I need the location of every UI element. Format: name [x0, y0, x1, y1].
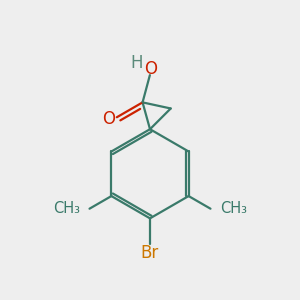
Text: CH₃: CH₃: [53, 201, 80, 216]
Text: H: H: [130, 54, 143, 72]
Text: Br: Br: [141, 244, 159, 262]
Text: O: O: [102, 110, 115, 128]
Text: O: O: [144, 60, 157, 78]
Text: CH₃: CH₃: [220, 201, 247, 216]
